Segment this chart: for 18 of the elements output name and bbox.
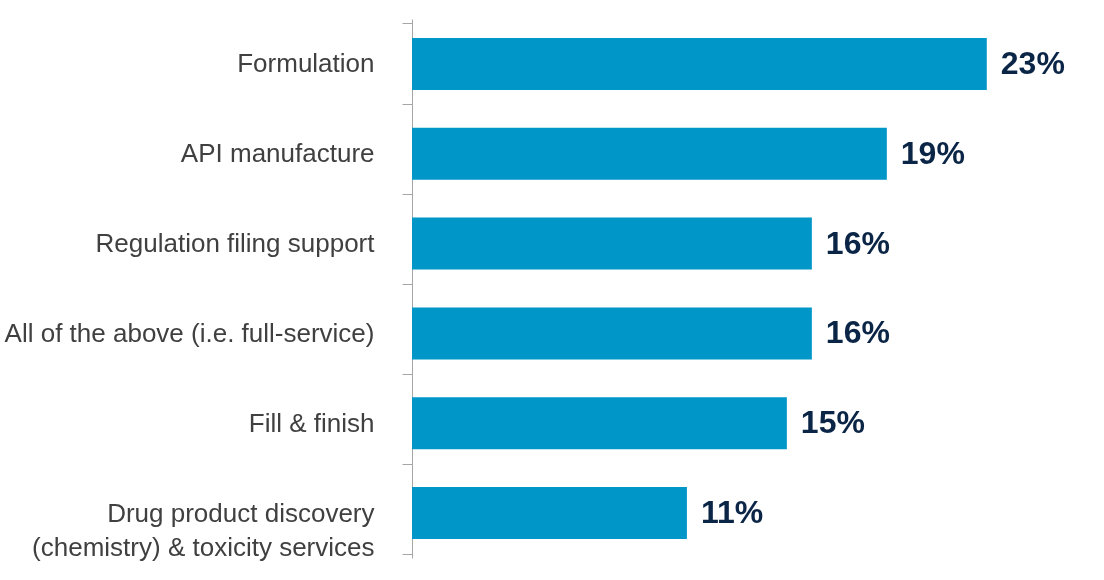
data-label: 16% <box>825 224 890 261</box>
data-label: 19% <box>900 134 965 171</box>
y-tick-label: All of the above (i.e. full-service) <box>4 317 375 348</box>
y-tick-label: API manufacture <box>180 138 375 169</box>
data-label: 23% <box>1000 44 1065 81</box>
bar <box>412 37 987 90</box>
data-label: 16% <box>825 314 890 351</box>
bar <box>412 487 687 540</box>
y-tick-label: Drug product discovery (chemistry) & toxicity services <box>32 497 375 562</box>
data-label: 11% <box>700 494 764 531</box>
y-tick-label: Formulation <box>237 48 375 79</box>
bar <box>412 397 787 450</box>
data-label: 15% <box>800 404 865 441</box>
bar <box>412 307 812 360</box>
bar <box>412 217 812 270</box>
y-tick-label: Regulation filing support <box>95 228 376 259</box>
y-tick-label: Fill & finish <box>248 407 375 438</box>
bar <box>412 127 887 180</box>
